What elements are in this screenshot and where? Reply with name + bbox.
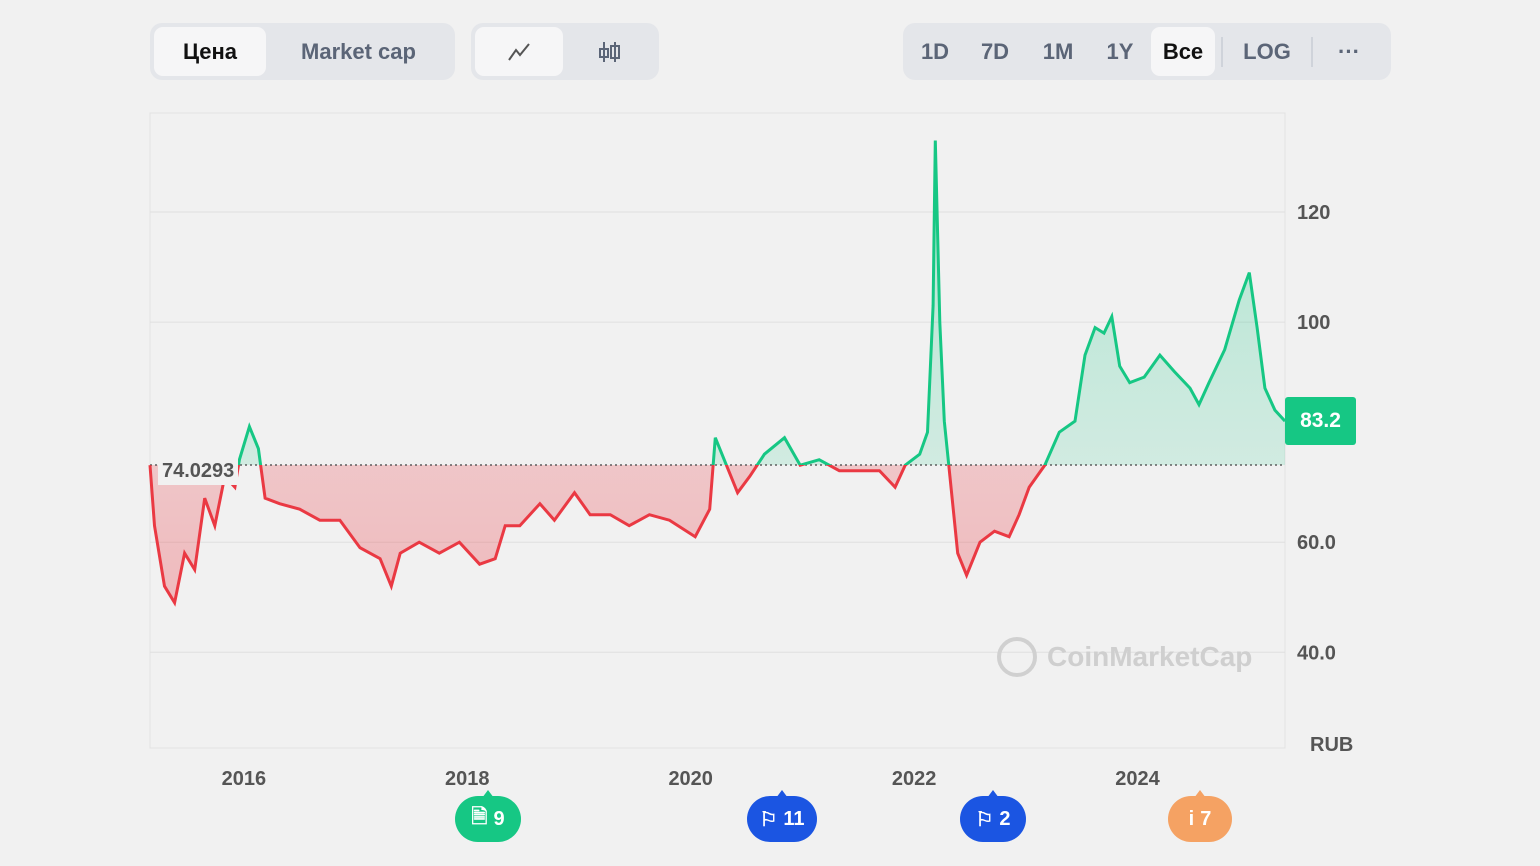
x-tick-label: 2020 <box>668 768 713 790</box>
tab-price[interactable]: Цена <box>154 27 266 76</box>
price-line-down <box>148 465 1047 607</box>
marker-count: 11 <box>783 807 805 830</box>
x-tick-label: 2024 <box>1115 768 1160 790</box>
marker-count: 9 <box>493 807 505 830</box>
candlestick-button[interactable] <box>563 27 655 76</box>
area-below-baseline <box>150 465 1045 603</box>
coinmarketcap-logo-icon <box>997 637 1037 677</box>
range-all[interactable]: Все <box>1151 27 1215 76</box>
watermark-text: CoinMarketCap <box>1047 641 1253 672</box>
currency-label: RUB <box>1310 734 1353 756</box>
event-marker-news[interactable]: 🗎 9 <box>455 790 521 842</box>
range-selector: 1D 7D 1M 1Y Все LOG ··· <box>903 23 1391 80</box>
x-tick-label: 2022 <box>892 768 937 790</box>
candlestick-icon <box>599 41 620 62</box>
document-icon: 🗎 <box>471 806 488 828</box>
y-tick-label: 40.0 <box>1297 642 1336 664</box>
log-toggle[interactable]: LOG <box>1243 38 1291 64</box>
range-1y[interactable]: 1Y <box>1106 38 1134 64</box>
marker-count: 7 <box>1200 807 1212 830</box>
metric-tabs: Цена Market cap <box>150 23 455 80</box>
divider <box>1311 36 1313 67</box>
event-marker-flag[interactable]: ⚐ 2 <box>960 790 1026 842</box>
tab-market-cap[interactable]: Market cap <box>301 38 416 64</box>
price-line-up <box>237 140 1287 466</box>
chart-type-toggle <box>471 23 659 80</box>
x-tick-label: 2018 <box>445 768 490 790</box>
range-7d[interactable]: 7D <box>980 38 1010 64</box>
divider <box>1221 36 1223 67</box>
y-tick-label: 60.0 <box>1297 532 1336 554</box>
flag-icon: ⚐ <box>759 808 778 831</box>
baseline-label: 74.0293 <box>158 458 239 485</box>
event-marker-flag[interactable]: ⚐ 11 <box>747 790 817 842</box>
marker-count: 2 <box>999 807 1011 830</box>
y-tick-label: 100 <box>1297 312 1330 334</box>
line-chart-button[interactable] <box>475 27 563 76</box>
line-chart-icon <box>508 42 530 61</box>
range-1d[interactable]: 1D <box>920 38 950 64</box>
more-button[interactable]: ··· <box>1338 38 1360 64</box>
flag-icon: ⚐ <box>975 808 994 831</box>
range-1m[interactable]: 1M <box>1042 38 1074 64</box>
x-tick-label: 2016 <box>222 768 267 790</box>
info-icon: i <box>1188 807 1195 830</box>
area-above-baseline <box>150 140 1285 466</box>
watermark: CoinMarketCap <box>997 637 1252 677</box>
current-price-tag: 83.2 <box>1285 397 1356 445</box>
y-tick-label: 120 <box>1297 202 1330 224</box>
